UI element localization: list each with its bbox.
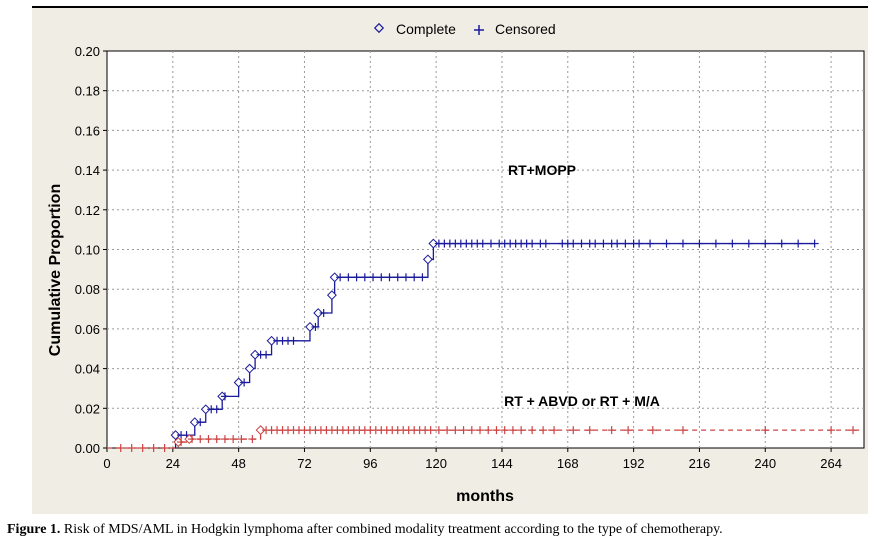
x-tick-label: 120: [425, 456, 447, 471]
y-tick-label: 0.20: [75, 44, 100, 59]
complete-marker: [326, 290, 337, 301]
y-tick-label: 0.12: [75, 203, 100, 218]
series-label-0: RT+MOPP: [508, 162, 576, 178]
x-axis-label: months: [456, 488, 514, 505]
y-tick-label: 0.02: [75, 401, 100, 416]
y-axis-label: Cumulative Proportion: [47, 184, 64, 356]
complete-marker: [255, 425, 266, 436]
complete-marker: [266, 335, 277, 346]
complete-marker: [313, 308, 324, 318]
series-1: [107, 425, 864, 452]
complete-marker: [329, 272, 340, 283]
x-tick-label: 216: [689, 456, 711, 471]
y-tick-label: 0.10: [75, 243, 100, 258]
y-tick-label: 0.08: [75, 282, 100, 297]
x-tick-label: 240: [754, 456, 776, 471]
y-tick-label: 0.18: [75, 84, 100, 99]
x-tick-label: 192: [623, 456, 645, 471]
complete-marker: [422, 254, 433, 265]
complete-marker: [200, 404, 211, 415]
y-tick-label: 0.16: [75, 123, 100, 138]
y-tick-label: 0.00: [75, 441, 100, 456]
x-tick-label: 72: [297, 456, 311, 471]
x-tick-label: 24: [166, 456, 180, 471]
complete-marker: [305, 321, 315, 332]
complete-marker: [428, 238, 439, 249]
caption-text: Risk of MDS/AML in Hodgkin lymphoma afte…: [60, 522, 723, 537]
complete-marker: [244, 363, 255, 374]
series-label-1: RT + ABVD or RT + M/A: [504, 393, 660, 409]
complete-marker: [170, 430, 181, 441]
y-tick-label: 0.04: [75, 362, 100, 377]
x-tick-label: 168: [557, 456, 579, 471]
series-line-1: [107, 429, 864, 449]
plot-area: [106, 50, 865, 449]
top-rule: [32, 6, 868, 8]
figure-caption: Figure 1. Risk of MDS/AML in Hodgkin lym…: [7, 522, 867, 538]
series-0: [170, 238, 819, 449]
complete-marker: [189, 417, 200, 428]
x-tick-label: 48: [231, 456, 245, 471]
legend-complete-icon: [373, 22, 385, 34]
axis-ticks: 0 24 48 72 96 120 144 168 192 216 240 264 0.00 0.02 0.…: [75, 44, 842, 471]
series-layer: [107, 238, 864, 452]
x-tick-label: 96: [363, 456, 377, 471]
y-tick-label: 0.06: [75, 322, 100, 337]
x-tick-label: 264: [820, 456, 842, 471]
legend: Complete Censored: [373, 21, 556, 37]
complete-marker: [250, 349, 261, 360]
x-tick-label: 0: [103, 456, 110, 471]
y-tick-label: 0.14: [75, 163, 100, 178]
legend-complete-label: Complete: [396, 21, 456, 37]
grid: [107, 51, 864, 448]
x-tick-label: 144: [491, 456, 513, 471]
caption-label: Figure 1.: [7, 522, 61, 537]
complete-marker: [233, 377, 244, 388]
legend-censored-label: Censored: [495, 21, 556, 37]
